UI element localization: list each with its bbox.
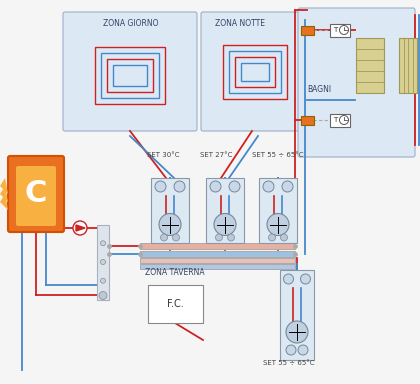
Circle shape <box>284 274 294 284</box>
Circle shape <box>268 234 276 241</box>
Bar <box>300 116 313 124</box>
Bar <box>235 57 275 87</box>
Bar <box>280 270 314 360</box>
Bar <box>300 25 313 35</box>
Circle shape <box>298 345 308 355</box>
FancyBboxPatch shape <box>201 12 310 131</box>
Text: F.C.: F.C. <box>167 299 184 309</box>
Circle shape <box>215 234 223 241</box>
Bar <box>330 114 350 126</box>
Bar <box>151 177 189 243</box>
Circle shape <box>174 181 185 192</box>
Circle shape <box>73 221 87 235</box>
Text: T: T <box>333 117 337 123</box>
Bar <box>95 46 165 104</box>
Circle shape <box>281 234 288 241</box>
FancyBboxPatch shape <box>16 166 56 226</box>
Bar <box>97 225 109 300</box>
Bar <box>241 63 269 81</box>
Text: SET 55 ÷ 65°C: SET 55 ÷ 65°C <box>252 152 304 158</box>
Circle shape <box>286 321 308 343</box>
Text: SET 30°C: SET 30°C <box>147 152 179 158</box>
Circle shape <box>159 214 181 235</box>
Circle shape <box>99 291 107 300</box>
Bar <box>223 45 287 99</box>
Bar <box>229 51 281 93</box>
Circle shape <box>100 278 105 283</box>
FancyBboxPatch shape <box>63 12 197 131</box>
Bar <box>140 264 295 269</box>
Circle shape <box>339 116 349 124</box>
Bar <box>140 243 295 249</box>
Bar <box>107 58 153 91</box>
Bar <box>113 65 147 86</box>
FancyBboxPatch shape <box>8 156 64 232</box>
Bar <box>140 258 295 263</box>
Circle shape <box>267 214 289 235</box>
Bar <box>356 38 384 93</box>
Text: SET 55 ÷ 65°C: SET 55 ÷ 65°C <box>263 360 315 366</box>
Bar <box>148 285 203 323</box>
Text: ZONA TAVERNA: ZONA TAVERNA <box>145 268 205 277</box>
Circle shape <box>286 345 296 355</box>
Bar <box>101 53 159 98</box>
Circle shape <box>228 234 234 241</box>
Circle shape <box>173 234 179 241</box>
Circle shape <box>263 181 274 192</box>
Circle shape <box>160 234 168 241</box>
Text: ZONA GIORNO: ZONA GIORNO <box>103 19 158 28</box>
Circle shape <box>100 260 105 265</box>
Bar <box>259 177 297 243</box>
Text: SET 27°C: SET 27°C <box>200 152 232 158</box>
Circle shape <box>214 214 236 235</box>
Circle shape <box>210 181 221 192</box>
Text: T: T <box>333 27 337 33</box>
Bar <box>140 251 295 257</box>
Circle shape <box>100 241 105 246</box>
Circle shape <box>339 25 349 35</box>
Text: BAGNI: BAGNI <box>307 86 331 94</box>
Polygon shape <box>76 225 85 231</box>
Polygon shape <box>0 194 8 210</box>
Text: ZONA NOTTE: ZONA NOTTE <box>215 19 265 28</box>
Circle shape <box>300 274 310 284</box>
Circle shape <box>282 181 293 192</box>
Bar <box>330 23 350 36</box>
Bar <box>399 38 417 93</box>
Circle shape <box>155 181 166 192</box>
Polygon shape <box>0 186 8 202</box>
Bar <box>206 177 244 243</box>
Circle shape <box>229 181 240 192</box>
Text: C: C <box>25 179 47 209</box>
Polygon shape <box>0 178 8 194</box>
FancyBboxPatch shape <box>298 8 415 157</box>
